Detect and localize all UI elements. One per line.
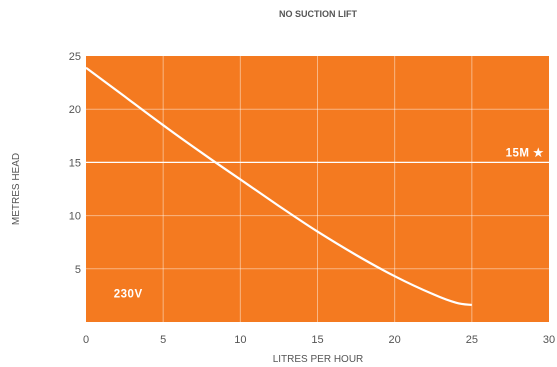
x-tick-label: 20 [389, 334, 401, 346]
chart-title: NO SUCTION LIFT [279, 9, 357, 19]
x-tick-label: 5 [160, 334, 166, 346]
x-tick-label: 0 [83, 334, 89, 346]
x-axis-ticks: 0 5 10 15 20 25 30 [83, 334, 555, 346]
y-tick-label: 10 [69, 211, 81, 223]
y-tick-label: 15 [69, 157, 81, 169]
y-tick-label: 20 [69, 104, 81, 116]
plot-area [86, 56, 549, 322]
x-tick-label: 30 [543, 334, 555, 346]
reference-line-label: 15M ★ [506, 146, 545, 159]
y-tick-label: 25 [69, 51, 81, 63]
x-tick-label: 10 [234, 334, 246, 346]
y-tick-label: 5 [75, 264, 81, 276]
y-axis-label: METRES HEAD [11, 153, 22, 225]
x-tick-label: 15 [311, 334, 323, 346]
series-line [85, 66, 472, 307]
grid [86, 56, 549, 322]
x-axis-label: LITRES PER HOUR [273, 354, 364, 365]
y-axis-ticks: 5 10 15 20 25 [69, 51, 81, 276]
voltage-annotation: 230V [114, 289, 143, 301]
x-tick-label: 25 [466, 334, 478, 346]
